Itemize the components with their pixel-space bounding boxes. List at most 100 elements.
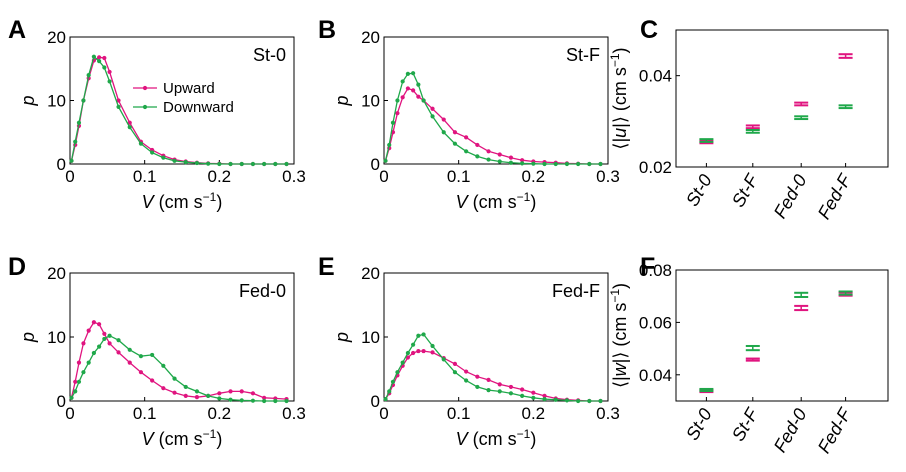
data-point-downward [228,397,233,402]
data-point-upward [531,390,536,395]
data-point-upward [452,130,458,135]
y-tick-label: 10 [47,328,66,347]
data-point-downward [76,379,82,384]
data-point-upward [183,393,188,398]
legend-marker-downward [142,104,148,110]
data-point-upward [405,86,410,91]
data-point-downward [116,338,121,343]
data-point-downward [520,393,525,398]
plot-frame [675,269,889,402]
y-tick-label: 20 [361,264,380,283]
category-label: St-0 [682,405,716,444]
data-point-downward [387,389,392,394]
y-tick-label: 0 [371,155,380,174]
data-point-downward [262,398,267,404]
x-axis-label: V (cm s−1) [142,190,223,212]
x-tick-label: 0.2 [208,404,232,423]
data-point-upward [508,155,514,160]
data-point-upward [411,88,416,93]
panel-f: F 0.04 0.06 0.08 St-0 St-F Fed-0 Fed-F ⟨|w|⟩ (cm… [608,253,889,457]
data-point-upward [217,391,222,396]
data-point-downward [405,71,410,76]
data-point-downward [464,149,469,154]
data-point-upward [97,55,102,60]
x-tick-label: 0 [379,167,388,186]
y-tick-label: 20 [47,28,66,47]
data-point-downward [284,161,289,167]
data-point-downward [564,161,570,167]
data-point-upward [102,331,107,336]
panel-e: E 0 0.1 0.2 0.3 0 10 20 V (cm s−1) p Fed-F [318,253,620,449]
data-point-downward [127,347,132,352]
data-point-downward [262,161,267,167]
data-point-upward [430,106,435,111]
data-point-downward [400,79,405,84]
y-tick-label: 10 [361,328,380,347]
data-point-upward [107,69,112,75]
panel-label: B [318,16,336,44]
data-point-downward [250,398,256,403]
data-point-upward [452,361,458,366]
data-point-upward [194,395,200,400]
series-line-downward [384,72,601,165]
x-axis-label: V (cm s−1) [142,427,223,449]
data-point-upward [116,98,121,103]
data-point-downward [239,398,244,403]
data-point-downward [86,73,91,78]
x-tick-label: 0.1 [133,404,157,423]
legend-entry-downward: Downward [163,99,234,116]
data-point-downward [486,388,491,393]
data-point-downward [497,389,502,394]
data-point-downward [416,82,421,87]
data-point-downward [531,395,536,400]
data-point-downward [531,161,536,166]
data-point-downward [430,114,435,119]
category-label: St-F [728,170,763,210]
data-point-upward [107,341,112,346]
data-point-downward [172,158,177,163]
data-point-downward [452,370,458,375]
legend-entry-upward: Upward [163,80,215,97]
data-point-downward [127,125,132,130]
data-point-upward [486,149,491,154]
data-point-downward [587,161,592,167]
data-point-downward [421,98,426,103]
data-point-downward [390,120,396,125]
data-point-upward [73,379,78,384]
data-point-upward [127,120,132,125]
y-tick-label: 0.08 [639,261,672,280]
data-point-downward [421,332,426,337]
data-point-downward [284,398,289,404]
data-point-downward [161,155,166,160]
condition-label: St-0 [253,45,286,65]
data-point-downward [76,120,82,125]
data-point-upward [416,94,421,99]
y-tick-label: 20 [361,28,380,47]
data-point-upward [395,111,400,116]
data-point-downward [250,161,256,167]
data-point-downward [564,398,570,403]
data-point-downward [116,104,121,109]
data-point-downward [194,160,200,166]
category-label: Fed-F [814,170,856,222]
data-point-upward [239,389,244,394]
data-point-upward [508,384,514,390]
data-point-downward [138,141,144,146]
y-tick-label: 0.06 [639,313,672,332]
data-point-downward [91,350,96,356]
x-axis-label: V (cm s−1) [456,427,537,449]
data-point-upward [262,395,267,400]
data-point-upward [81,341,86,346]
panel-c: C 0.02 0.04 St-0 St-F Fed-0 Fed-F ⟨|u|⟩ (cm s−1… [608,16,889,223]
panel-d: D 0 0.1 0.2 0.3 0 10 20 V (cm s−1) p Fed-0 [8,253,306,449]
data-point-downward [411,71,416,76]
y-tick-label: 10 [47,92,66,111]
x-tick-label: 0 [65,167,74,186]
data-point-upward [497,152,502,157]
data-point-downward [475,384,480,390]
data-point-downward [81,98,86,103]
data-point-downward [217,161,222,167]
data-point-downward [102,65,107,70]
x-tick-label: 0.2 [208,167,232,186]
